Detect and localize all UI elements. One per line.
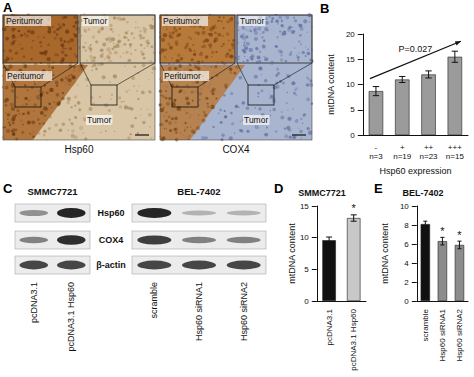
svg-text:Hsp60 siRNA1: Hsp60 siRNA1 bbox=[194, 282, 204, 341]
svg-text:Hsp60 siRNA1: Hsp60 siRNA1 bbox=[438, 308, 447, 361]
html-text:B: B bbox=[320, 1, 330, 16]
svg-text:0: 0 bbox=[350, 131, 355, 140]
svg-text:Tumor: Tumor bbox=[240, 16, 264, 26]
svg-text:*: * bbox=[440, 225, 445, 237]
svg-text:Peritumor: Peritumor bbox=[163, 16, 200, 26]
svg-text:BEL-7402: BEL-7402 bbox=[177, 186, 220, 197]
svg-text:P=0.027: P=0.027 bbox=[399, 44, 433, 54]
svg-text:20: 20 bbox=[346, 30, 355, 39]
svg-text:Hsp60 expression: Hsp60 expression bbox=[379, 166, 451, 176]
svg-text:n=15: n=15 bbox=[446, 152, 465, 161]
svg-text:6: 6 bbox=[404, 240, 409, 249]
svg-text:Peritumor: Peritumor bbox=[164, 71, 201, 81]
svg-text:-: - bbox=[375, 143, 378, 152]
svg-text:SMMC7721: SMMC7721 bbox=[298, 188, 346, 198]
svg-text:Hsp60 siRNA2: Hsp60 siRNA2 bbox=[239, 282, 249, 341]
svg-text:COX4: COX4 bbox=[99, 235, 124, 245]
svg-text:SMMC7721: SMMC7721 bbox=[27, 186, 78, 197]
svg-text:10: 10 bbox=[346, 80, 355, 89]
svg-text:0: 0 bbox=[304, 297, 309, 306]
svg-text:Peritumor: Peritumor bbox=[7, 71, 44, 81]
svg-text:n=19: n=19 bbox=[393, 152, 412, 161]
svg-text:5: 5 bbox=[304, 265, 309, 274]
svg-text:COX4: COX4 bbox=[222, 144, 250, 155]
svg-text:Hsp60: Hsp60 bbox=[65, 144, 94, 155]
svg-text:+++: +++ bbox=[448, 143, 462, 152]
svg-text:Tumor: Tumor bbox=[83, 16, 107, 26]
svg-text:+: + bbox=[400, 143, 405, 152]
svg-text:pcDNA3.1 Hsp60: pcDNA3.1 Hsp60 bbox=[66, 282, 76, 352]
svg-text:n=3: n=3 bbox=[369, 152, 383, 161]
svg-text:β-actin: β-actin bbox=[96, 260, 126, 270]
svg-text:*: * bbox=[457, 229, 462, 241]
svg-text:4: 4 bbox=[404, 259, 409, 268]
html-text:E: E bbox=[374, 181, 383, 196]
svg-text:scramble: scramble bbox=[149, 282, 159, 319]
svg-text:Tumor: Tumor bbox=[244, 115, 268, 125]
svg-text:pcDNA3.1 Hsp60: pcDNA3.1 Hsp60 bbox=[349, 308, 358, 370]
html-text:A: A bbox=[3, 0, 13, 15]
svg-text:5: 5 bbox=[350, 105, 355, 114]
svg-text:pcDNA3.1: pcDNA3.1 bbox=[325, 308, 334, 345]
svg-text:BEL-7402: BEL-7402 bbox=[402, 188, 443, 198]
svg-text:pcDNA3.1: pcDNA3.1 bbox=[29, 282, 39, 323]
svg-text:scramble: scramble bbox=[421, 308, 430, 341]
svg-text:mtDNA content: mtDNA content bbox=[380, 223, 390, 284]
svg-text:n=23: n=23 bbox=[420, 152, 439, 161]
svg-text:*: * bbox=[352, 202, 357, 214]
html-text:D: D bbox=[274, 181, 284, 196]
svg-text:Hsp60: Hsp60 bbox=[97, 208, 124, 218]
svg-text:8: 8 bbox=[404, 221, 409, 230]
svg-text:2: 2 bbox=[404, 278, 409, 287]
svg-text:Peritumor: Peritumor bbox=[6, 16, 43, 26]
svg-text:mtDNA content: mtDNA content bbox=[287, 223, 297, 284]
svg-text:10: 10 bbox=[400, 202, 409, 211]
svg-text:0: 0 bbox=[404, 297, 409, 306]
svg-text:++: ++ bbox=[424, 143, 434, 152]
svg-text:Hsp60 siRNA2: Hsp60 siRNA2 bbox=[455, 308, 464, 361]
svg-text:15: 15 bbox=[300, 202, 309, 211]
svg-text:10: 10 bbox=[300, 233, 309, 242]
svg-text:mtDNA content: mtDNA content bbox=[326, 54, 336, 115]
html-text:C: C bbox=[3, 181, 13, 196]
svg-text:15: 15 bbox=[346, 55, 355, 64]
svg-text:Tumor: Tumor bbox=[87, 115, 111, 125]
